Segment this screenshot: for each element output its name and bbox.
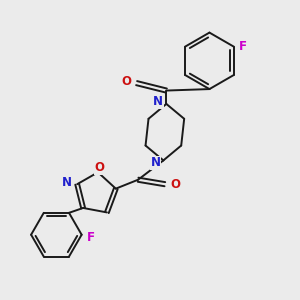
Text: O: O <box>94 161 104 174</box>
Text: N: N <box>153 95 164 108</box>
Text: F: F <box>239 40 247 53</box>
Text: O: O <box>121 75 131 88</box>
Text: O: O <box>170 178 180 191</box>
Text: N: N <box>150 156 161 169</box>
Text: N: N <box>62 176 72 189</box>
Text: F: F <box>87 231 95 244</box>
